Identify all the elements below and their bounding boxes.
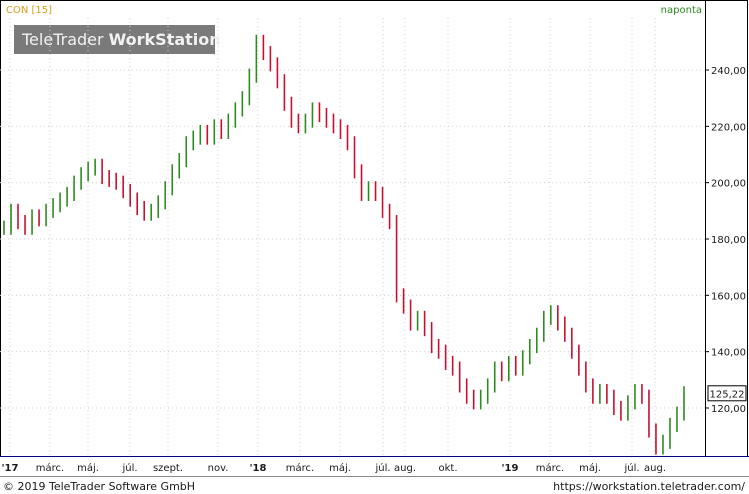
y-tick-label: 140,00 xyxy=(711,348,746,359)
x-tick-label: aug. xyxy=(644,463,666,474)
y-tick-label: 120,00 xyxy=(711,404,746,415)
last-value-box xyxy=(707,385,747,402)
copyright-text: © 2019 TeleTrader Software GmbH xyxy=(3,480,195,493)
x-tick-label: máj. xyxy=(579,462,601,474)
price-series xyxy=(3,34,685,455)
x-tick-label: máj. xyxy=(77,462,99,474)
x-tick-label: júl. xyxy=(121,462,137,474)
last-value-marker: 125,22 xyxy=(707,385,747,402)
y-tick-label: 240,00 xyxy=(711,66,746,77)
x-tick-label: máj. xyxy=(329,462,351,474)
y-tick-label: 160,00 xyxy=(711,291,746,302)
interval-label[interactable]: naponta xyxy=(661,5,702,16)
x-tick-label: aug. xyxy=(394,463,416,474)
x-tick-label: júl. xyxy=(374,462,390,474)
watermark-part2: WorkStation xyxy=(109,30,221,49)
footer-url[interactable]: https://workstation.teletrader.com/ xyxy=(553,480,745,493)
x-tick-label: '19 xyxy=(502,463,519,474)
x-tick-label: '17 xyxy=(2,463,19,474)
symbol-label[interactable]: CON [15] xyxy=(6,5,52,16)
x-tick-label: nov. xyxy=(208,463,229,474)
x-tick-label: okt. xyxy=(438,463,457,474)
watermark-text: TeleTrader WorkStation xyxy=(21,30,221,49)
x-tick-label: márc. xyxy=(36,462,64,474)
x-axis-labels: '17 márc. máj. júl. szept. nov. '18 márc. máj. jú… xyxy=(2,462,666,474)
x-tick-label: júl. xyxy=(623,462,639,474)
x-tick-label: márc. xyxy=(536,462,564,474)
y-tick-label: 200,00 xyxy=(711,179,746,190)
y-axis-labels: 120,00 140,00 160,00 180,00 200,00 220,00 240,… xyxy=(705,66,746,415)
x-tick-label: márc. xyxy=(286,462,314,474)
x-tick-label: '18 xyxy=(250,463,267,474)
grid-lines xyxy=(0,18,705,456)
watermark-box xyxy=(14,25,215,54)
last-value-label: 125,22 xyxy=(710,389,745,400)
y-tick-label: 180,00 xyxy=(711,235,746,246)
watermark-logo: TeleTrader WorkStation xyxy=(14,25,221,54)
watermark-part1: TeleTrader xyxy=(21,30,104,49)
x-tick-label: szept. xyxy=(153,463,183,474)
y-tick-label: 220,00 xyxy=(711,122,746,133)
